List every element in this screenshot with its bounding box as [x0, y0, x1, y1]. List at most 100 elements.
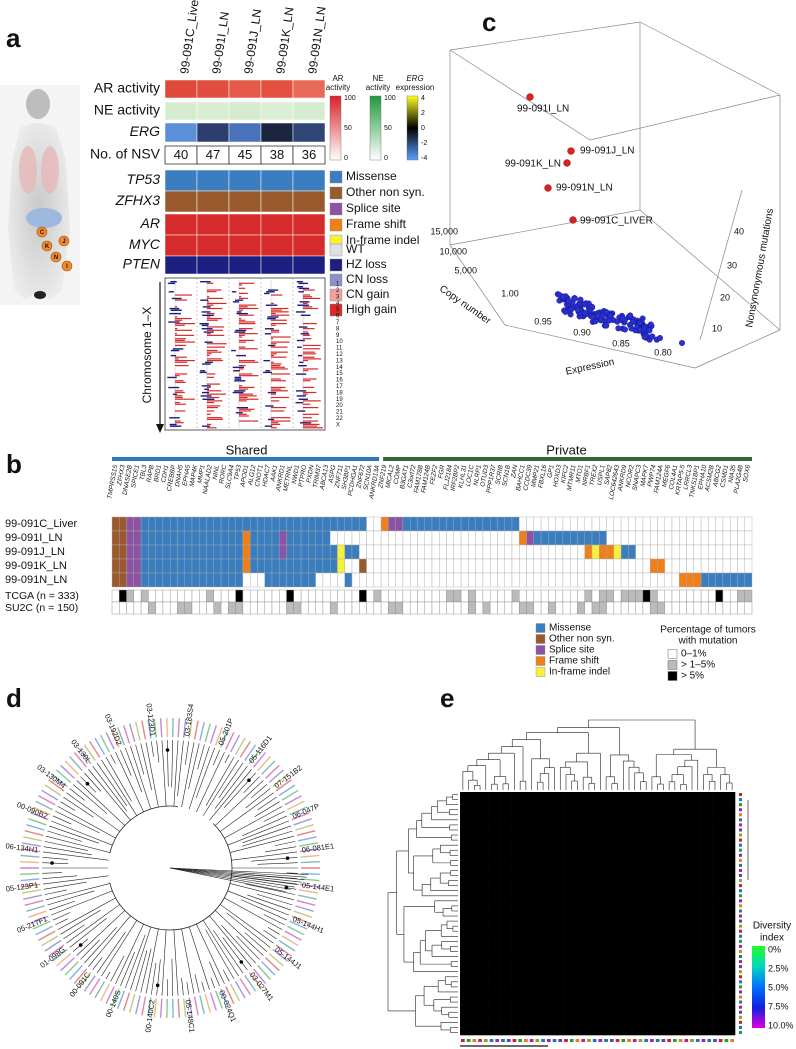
- heat-cell: [477, 1014, 484, 1021]
- node-dot: [239, 960, 244, 964]
- group-tick: [650, 1039, 654, 1042]
- cn-loss: [267, 289, 279, 291]
- heat-cell: [677, 827, 684, 833]
- cn-gain: [207, 396, 220, 399]
- heat-cell: [557, 857, 564, 864]
- heat-cell: [511, 852, 518, 859]
- mutation-cell: [635, 530, 644, 546]
- heat-cell: [465, 802, 472, 808]
- heat-cell: [460, 969, 467, 975]
- frequency-cell: [475, 589, 484, 603]
- heat-cell: [626, 812, 633, 818]
- heat-cell: [700, 878, 707, 884]
- heat-cell: [523, 948, 530, 955]
- head: [26, 89, 50, 119]
- heat-cell: [597, 888, 604, 894]
- heat-cell: [706, 842, 713, 848]
- heat-cell: [534, 888, 541, 894]
- heat-cell: [540, 918, 547, 924]
- heat-cell: [677, 979, 684, 985]
- heat-cell: [597, 933, 604, 940]
- mutation-cell: [577, 544, 585, 560]
- heat-cell: [706, 883, 713, 889]
- heat-cell: [631, 979, 638, 985]
- tree-branch: [131, 785, 144, 813]
- heat-cell: [712, 847, 719, 854]
- heat-cell: [471, 1014, 478, 1021]
- heat-cell: [643, 1009, 650, 1016]
- heat-cell: [574, 943, 581, 950]
- leaf-tick: [291, 812, 310, 821]
- mutation-cell: [722, 516, 731, 532]
- heat-cell: [608, 852, 615, 859]
- heat-cell: [511, 918, 518, 924]
- cn-loss: [202, 398, 215, 400]
- heat-cell: [626, 969, 633, 975]
- axis-label: Chromosome 1–X: [140, 307, 154, 404]
- mutation-cell: [264, 516, 273, 532]
- heat-cell: [597, 903, 604, 909]
- mutation-cell: [744, 530, 753, 546]
- heat-cell: [545, 888, 552, 894]
- mutation-cell: [162, 516, 171, 532]
- heat-cell: [649, 933, 656, 940]
- leaf-tick: [55, 953, 72, 967]
- cn-loss: [265, 370, 271, 372]
- heat-cell: [620, 827, 627, 833]
- heat-cell: [551, 974, 558, 980]
- heat-cell: [540, 1009, 547, 1016]
- heat-cell: [523, 928, 530, 935]
- leaf-tick: [52, 774, 68, 788]
- frequency-cell: [409, 601, 418, 615]
- frequency-cell: [206, 601, 215, 615]
- heat-cell: [580, 1024, 587, 1031]
- mutation-cell: [715, 544, 724, 560]
- heat-cell: [723, 878, 730, 884]
- heat-cell: [545, 802, 552, 808]
- tree-branch: [43, 846, 92, 856]
- gene-label: MMP1: [196, 464, 206, 484]
- heat-cell: [460, 832, 467, 838]
- heat-cell: [551, 994, 558, 1000]
- cn-loss: [265, 405, 274, 407]
- heat-cell: [614, 807, 621, 813]
- heat-cell: [666, 847, 673, 854]
- tree-branch: [205, 746, 210, 759]
- heat-cell: [631, 822, 638, 828]
- heat-cell: [591, 883, 598, 889]
- group-tick: [489, 1039, 494, 1042]
- heat-cell: [660, 883, 667, 889]
- gene-label: EPHA10: [697, 464, 708, 490]
- heat-cell: [568, 1024, 575, 1031]
- heat-cell: [683, 948, 690, 955]
- sample-point: [615, 325, 622, 332]
- tree-branch: [263, 914, 285, 926]
- tree-branch: [169, 867, 302, 883]
- sample-point: [581, 309, 588, 316]
- heat-cell: [700, 969, 707, 975]
- tree-branch: [47, 830, 83, 842]
- heat-cell: [700, 908, 707, 914]
- group-label: Shared: [226, 442, 268, 457]
- heat-cell: [482, 979, 489, 985]
- heat-cell: [523, 827, 530, 833]
- cn-loss: [201, 328, 213, 330]
- cn-gain: [239, 365, 246, 367]
- frequency-cell: [264, 601, 273, 615]
- heat-cell: [477, 802, 484, 808]
- heat-cell: [603, 1024, 610, 1031]
- heat-cell: [649, 873, 656, 879]
- heat-cell: [712, 792, 719, 798]
- cn-gain: [303, 358, 322, 360]
- scale-tick: 0: [421, 125, 425, 132]
- heat-cell: [574, 1024, 581, 1031]
- heat-cell: [523, 847, 530, 854]
- lesion-label: C: [40, 230, 45, 236]
- heat-cell: [460, 792, 467, 798]
- heat-cell: [477, 893, 484, 899]
- frequency-cell: [279, 601, 287, 615]
- leaf-tick: [38, 795, 56, 806]
- group-tick: [739, 960, 742, 964]
- heat-cell: [597, 797, 604, 803]
- heat-cell: [591, 1014, 598, 1021]
